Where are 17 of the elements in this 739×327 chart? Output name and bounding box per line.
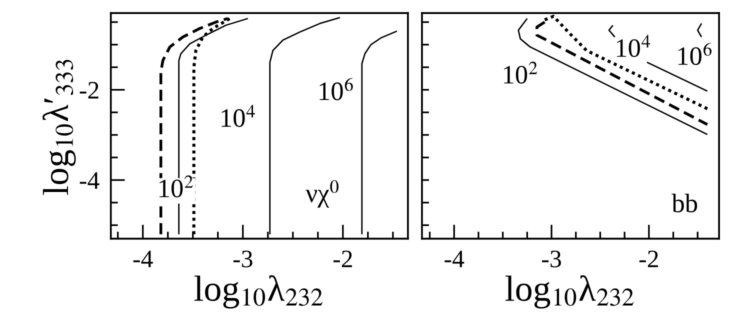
y-axis-title: log$_{10}$λ′$_{333}$ xyxy=(42,60,76,195)
x-tick-label: -4 xyxy=(133,250,153,268)
x-axis-title: log$_{10}$λ$_{232}$ xyxy=(194,275,323,308)
annotation: 10$^{6}$ xyxy=(678,42,712,66)
x-tick-label: -2 xyxy=(639,250,658,268)
annotation: 10$^{4}$ xyxy=(616,34,650,58)
x-tick-label: -3 xyxy=(542,250,561,268)
annotation: 10$^{2}$ xyxy=(160,175,193,198)
x-axis-title: log$_{10}$λ$_{232}$ xyxy=(506,275,634,308)
x-tick-label: -2 xyxy=(333,250,352,268)
annotation: 10$^{4}$ xyxy=(222,104,255,127)
annotation: 10$^{6}$ xyxy=(320,78,353,100)
annotation: νχ$^{0}$ xyxy=(306,180,339,208)
x-tick-label: -3 xyxy=(233,250,252,268)
annotation: 10$^{2}$ xyxy=(504,62,538,84)
annotation: bb xyxy=(672,194,698,212)
x-tick-label: -4 xyxy=(444,250,464,268)
